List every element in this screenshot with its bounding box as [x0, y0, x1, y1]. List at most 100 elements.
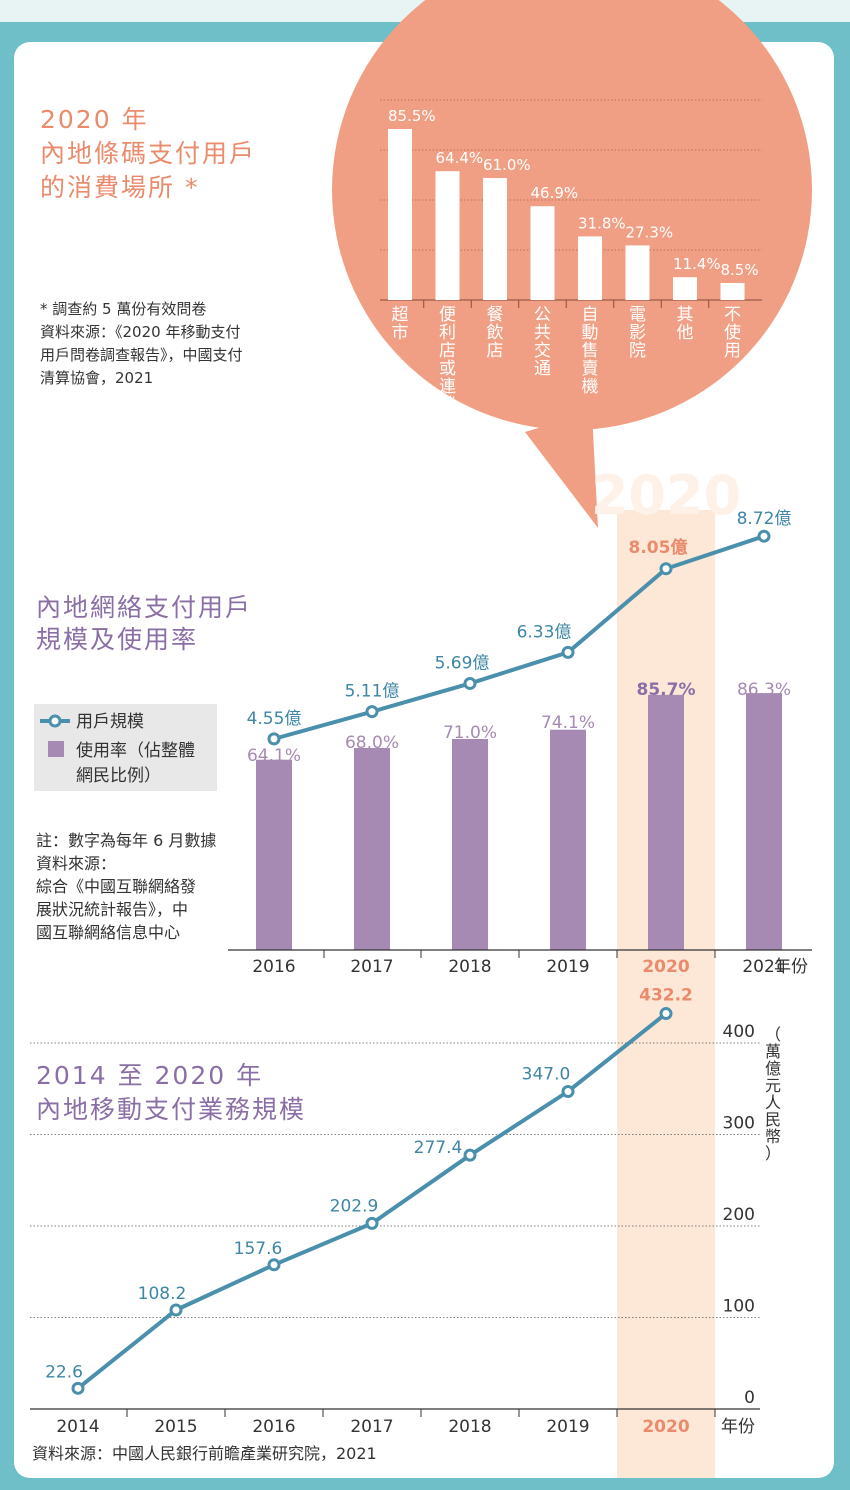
usage-rate-label: 86.3%	[737, 680, 791, 700]
section1-note-line: * 調查約 5 萬份有效問卷	[40, 300, 206, 318]
category-label: 賣	[582, 359, 599, 379]
y-tick-label: 300	[723, 1114, 755, 1134]
year-tick-label: 2015	[154, 1417, 197, 1437]
y-unit-char: 幣	[765, 1127, 781, 1146]
category-label: 其	[677, 305, 694, 325]
category-label: 鎖	[439, 395, 456, 415]
usage-rate-label: 71.0%	[443, 723, 497, 743]
y-tick-label: 100	[723, 1297, 755, 1317]
bar-value-label: 64.4%	[436, 149, 484, 167]
bar-value-label: 11.4%	[673, 255, 721, 273]
year-tick-label: 2020	[642, 957, 689, 977]
section3-source: 資料來源：中國人民銀行前瞻產業研究院，2021	[32, 1444, 377, 1463]
bar-value-label: 61.0%	[483, 156, 531, 174]
usage-rate-bar	[256, 759, 292, 950]
year-tick-label: 2020	[642, 1417, 689, 1437]
usage-rate-label: 68.0%	[345, 733, 399, 753]
mobile-payment-label: 277.4	[414, 1138, 463, 1158]
bar	[483, 178, 507, 300]
category-label: 連	[439, 377, 456, 397]
user-scale-point	[561, 645, 575, 659]
bubble-tail	[525, 412, 598, 528]
bar	[530, 206, 555, 300]
mobile-payment-point	[365, 1216, 379, 1230]
usage-rate-bar	[354, 748, 390, 950]
category-label: 或	[439, 359, 456, 379]
y-unit-char: 億	[765, 1059, 781, 1078]
bar-value-label: 85.5%	[388, 107, 436, 125]
bar-value-label: 8.5%	[721, 261, 759, 279]
user-scale-label: 4.55億	[247, 709, 302, 729]
category-label: 用	[724, 341, 741, 361]
section3-title-line: 2014 至 2020 年	[36, 1061, 263, 1090]
mobile-payment-label: 432.2	[639, 986, 693, 1006]
section1-note-line: 用戶問卷調查報告》，中國支付	[40, 346, 243, 364]
legend-marker-icon	[48, 714, 62, 728]
mobile-payment-point	[659, 1007, 673, 1021]
bar-value-label: 31.8%	[578, 214, 626, 232]
y-unit-char: 人	[765, 1093, 781, 1112]
bar	[720, 283, 745, 300]
user-scale-label: 8.72億	[737, 509, 792, 529]
year-tick-label: 2014	[56, 1417, 99, 1437]
user-scale-line	[273, 534, 765, 741]
user-scale-label: 8.05億	[629, 537, 688, 558]
bar	[388, 129, 412, 300]
category-label: 飲	[487, 323, 504, 343]
category-label: 利	[439, 323, 456, 343]
y-unit-char: 元	[765, 1076, 781, 1095]
legend-bar-icon	[48, 741, 64, 757]
legend-rate-label: 網民比例）	[76, 766, 161, 786]
mobile-payment-point	[267, 1258, 281, 1272]
usage-rate-label: 74.1%	[541, 713, 595, 733]
category-label: 超	[392, 305, 409, 325]
section1-note-line: 資料來源：《2020 年移動支付	[40, 323, 240, 341]
section2-note-line: 資料來源：	[36, 854, 116, 873]
user-scale-point	[463, 676, 477, 690]
mobile-payment-point	[463, 1148, 477, 1162]
y-unit-char: （	[765, 1025, 781, 1044]
mobile-payment-point	[71, 1381, 85, 1395]
bar-value-label: 27.3%	[626, 223, 674, 241]
category-label: 公	[534, 305, 551, 325]
y-tick-label: 400	[723, 1022, 755, 1042]
bar	[673, 277, 697, 300]
speech-bubble	[332, 0, 812, 430]
mobile-payment-label: 347.0	[522, 1064, 571, 1084]
user-scale-point	[659, 562, 673, 576]
category-label: 影	[629, 323, 646, 343]
section2-note-line: 註：數字為每年 6 月數據	[36, 831, 216, 850]
category-label: 店	[439, 341, 456, 361]
bar-value-label: 46.9%	[531, 184, 579, 202]
category-label: 交	[534, 341, 551, 361]
mobile-payment-point	[561, 1084, 575, 1098]
y-unit-char: ）	[765, 1144, 781, 1163]
bar	[578, 236, 602, 300]
user-scale-label: 6.33億	[517, 622, 572, 642]
usage-rate-label: 64.1%	[247, 746, 301, 766]
mobile-payment-label: 108.2	[138, 1284, 187, 1304]
y-tick-label: 0	[744, 1388, 755, 1408]
mobile-payment-point	[169, 1303, 183, 1317]
year-tick-label: 2019	[546, 1417, 589, 1437]
usage-rate-bar	[550, 729, 586, 950]
x-unit-label: 年份	[721, 1417, 755, 1437]
user-scale-point	[365, 705, 379, 719]
watermark-2020: 2020	[591, 464, 741, 527]
x-unit-label: 年份	[774, 957, 808, 977]
section2-title-line: 規模及使用率	[36, 625, 198, 654]
category-label: 院	[629, 341, 646, 361]
section1-title-line: 內地條碼支付用戶	[40, 139, 256, 168]
bar	[625, 245, 650, 300]
legend-rate-label: 使用率（佔整體	[76, 740, 195, 761]
year-tick-label: 2018	[448, 957, 491, 977]
category-label: 店	[487, 341, 504, 361]
mobile-payment-label: 22.6	[45, 1362, 83, 1382]
section3-title-line: 內地移動支付業務規模	[36, 1095, 306, 1124]
usage-rate-bar	[746, 693, 782, 950]
category-label: 電	[629, 305, 646, 325]
category-label: 動	[582, 323, 599, 343]
mobile-payment-label: 202.9	[330, 1196, 379, 1216]
year-tick-label: 2016	[252, 1417, 295, 1437]
